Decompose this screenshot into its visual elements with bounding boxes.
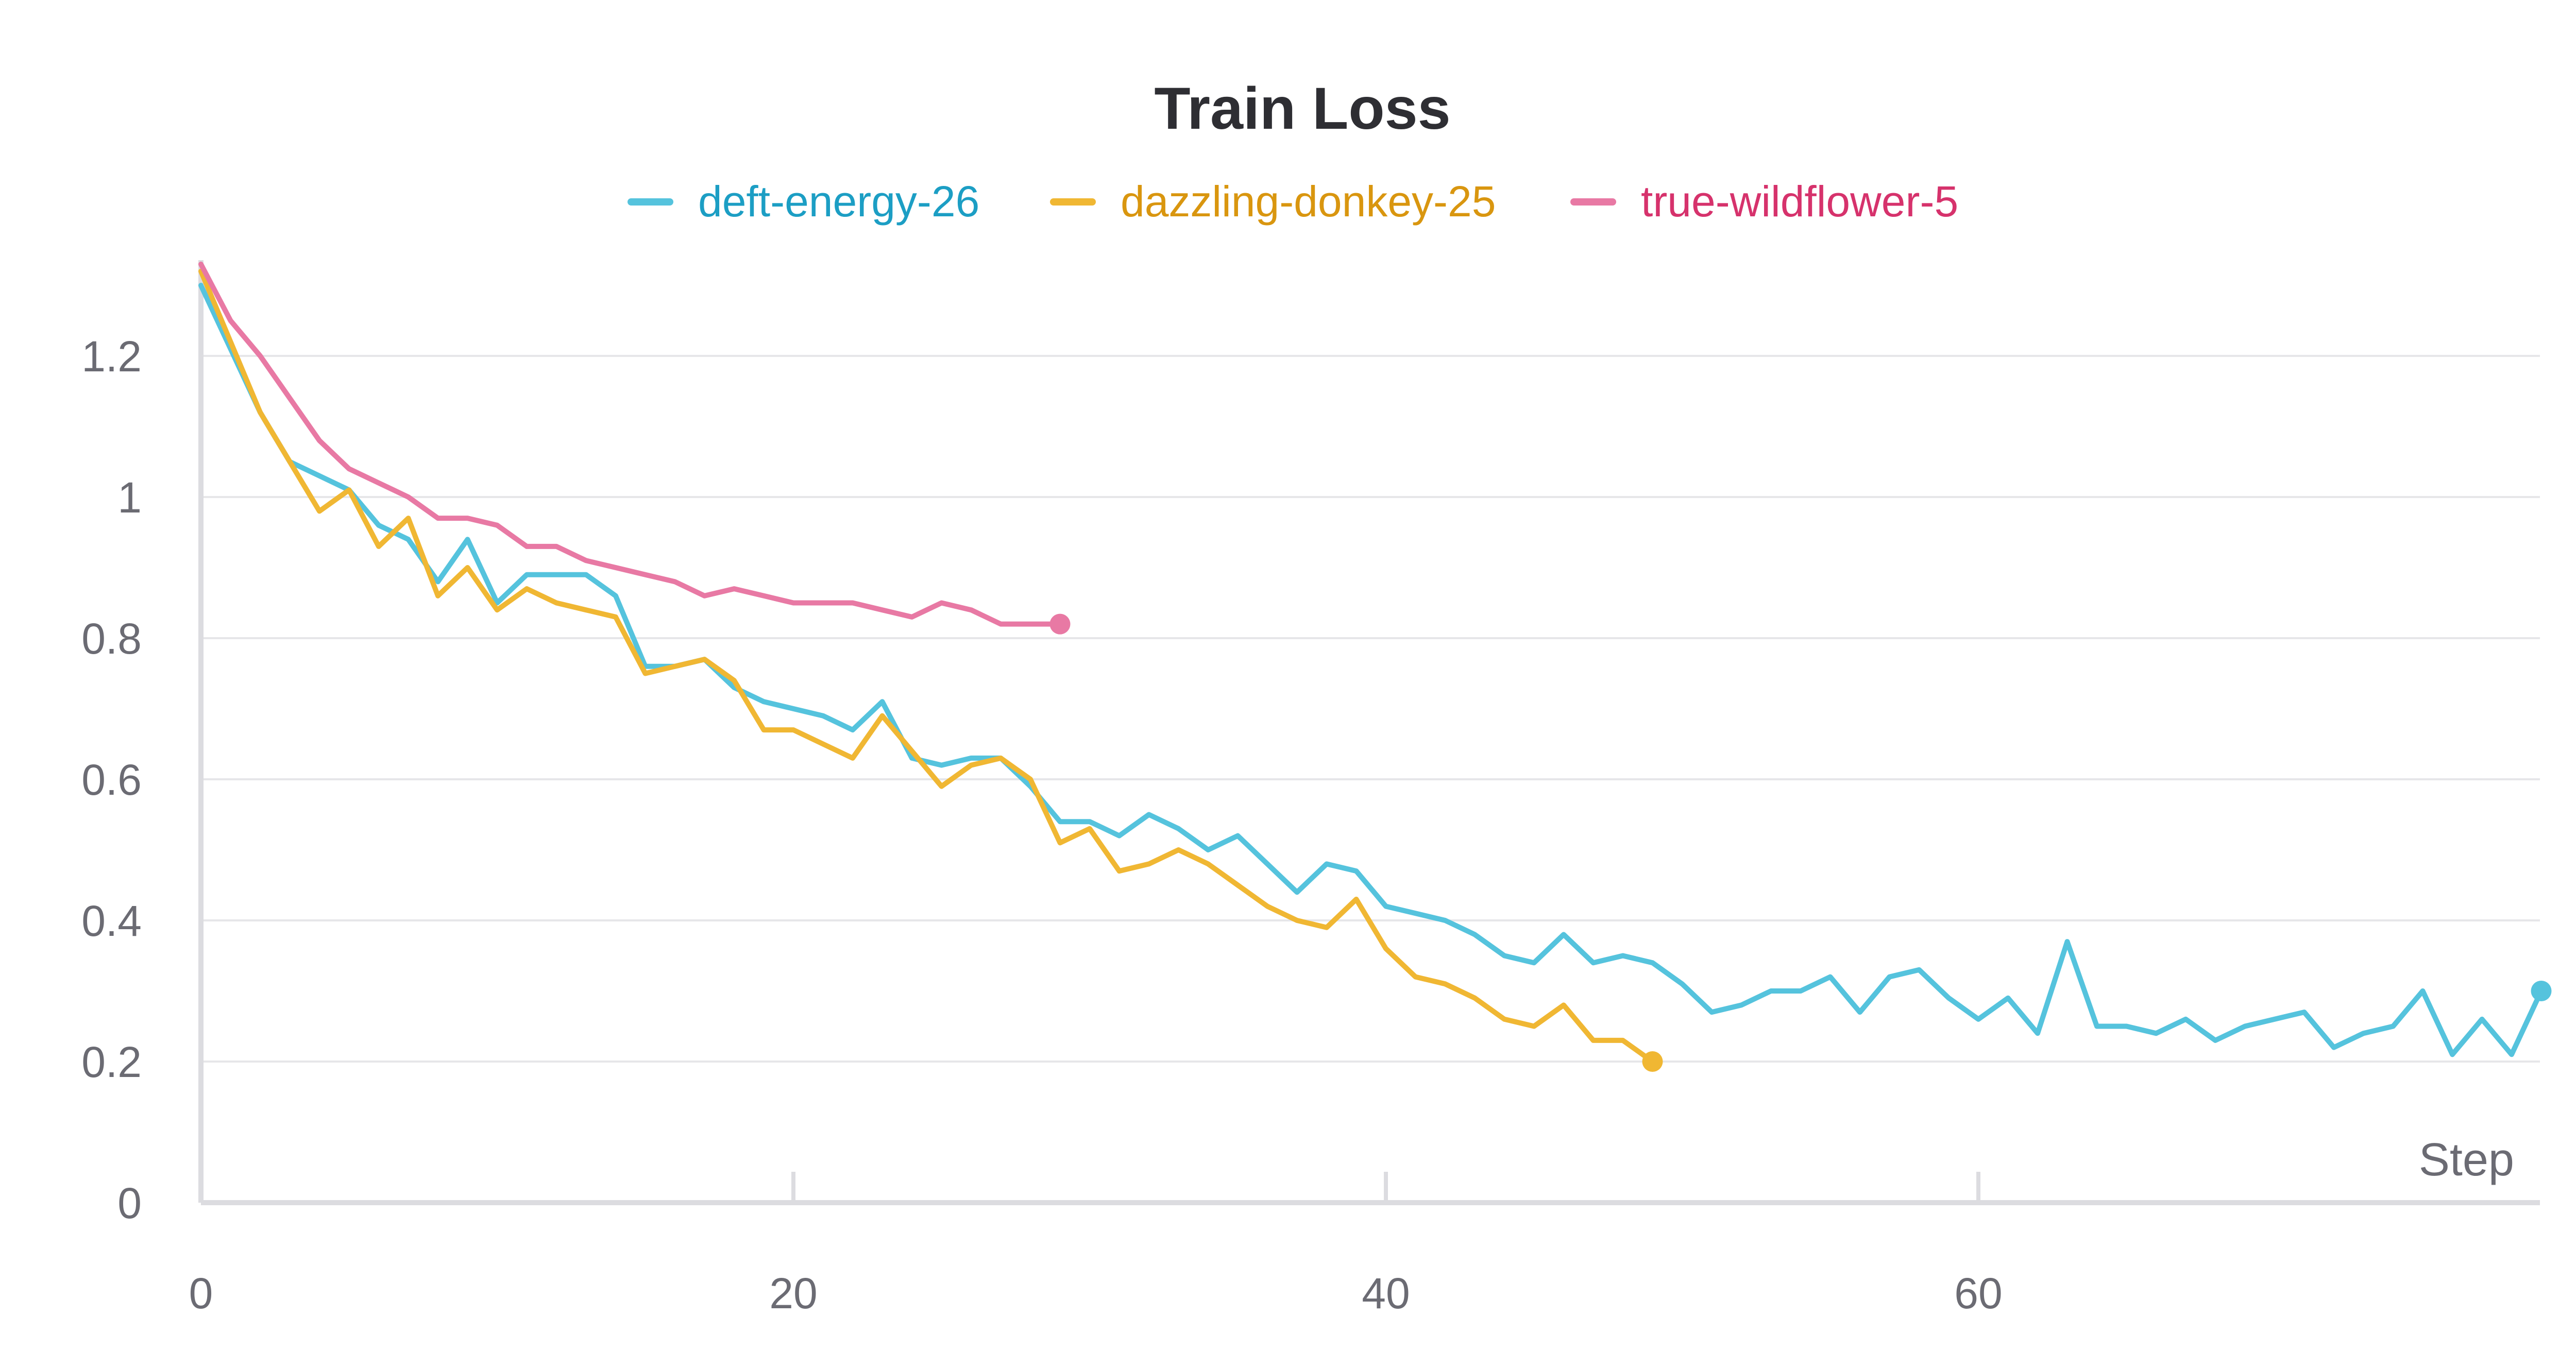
- x-tick-label-40: 40: [1362, 1269, 1410, 1318]
- series-line-deft-energy-26: [198, 283, 2544, 1057]
- x-axis-ticks: 0 20 40 60: [189, 1172, 2003, 1318]
- series-end-point-dazzling-donkey-25: [1642, 1051, 1663, 1072]
- grid-lines: [201, 355, 2540, 1063]
- x-axis-label: Step: [2419, 1134, 2514, 1186]
- axes: [198, 260, 2540, 1205]
- series-end-point-true-wildflower-5: [1049, 613, 1071, 635]
- y-tick-label-0.4: 0.4: [81, 897, 142, 945]
- legend-label-true-wildflower-5: true-wildflower-5: [1641, 177, 1958, 226]
- chart-title: Train Loss: [1154, 76, 1450, 142]
- y-tick-label-0: 0: [117, 1179, 142, 1227]
- x-tick-label-60: 60: [1954, 1269, 2002, 1318]
- y-tick-label-1: 1: [117, 473, 142, 522]
- series-line-true-wildflower-5: [198, 261, 1063, 627]
- series-lines: [198, 261, 2552, 1072]
- legend-label-dazzling-donkey-25: dazzling-donkey-25: [1121, 177, 1496, 226]
- y-tick-label-0.6: 0.6: [81, 756, 142, 804]
- y-tick-label-0.8: 0.8: [81, 614, 142, 663]
- y-tick-label-1.2: 1.2: [81, 332, 142, 381]
- series-end-point-deft-energy-26: [2531, 981, 2552, 1001]
- legend-label-deft-energy-26: deft-energy-26: [698, 177, 979, 226]
- y-axis-ticks: 0 0.2 0.4 0.6 0.8 1 1.2: [81, 332, 142, 1227]
- x-tick-label-0: 0: [189, 1269, 213, 1318]
- series-line-dazzling-donkey-25: [198, 268, 1655, 1064]
- y-tick-label-0.2: 0.2: [81, 1038, 142, 1086]
- x-tick-label-20: 20: [769, 1269, 817, 1318]
- legend: deft-energy-26 dazzling-donkey-25 true-wil…: [628, 177, 1958, 226]
